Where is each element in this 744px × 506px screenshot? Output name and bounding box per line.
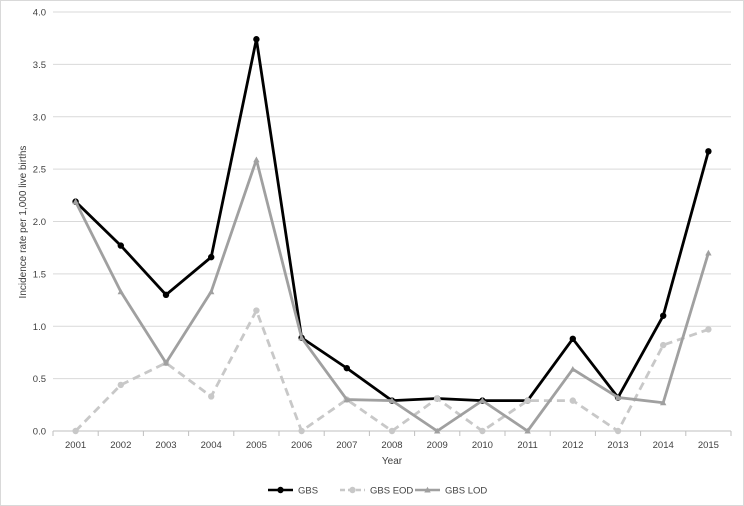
data-point bbox=[434, 427, 441, 434]
series-gbs bbox=[72, 36, 712, 404]
legend-item: GBS EOD bbox=[340, 486, 413, 497]
legend-label: GBS bbox=[298, 486, 318, 497]
data-point bbox=[72, 427, 79, 435]
data-point bbox=[660, 312, 667, 319]
y-tick-label: 3.0 bbox=[33, 112, 46, 123]
x-tick-label: 2002 bbox=[110, 440, 131, 451]
data-point bbox=[162, 291, 170, 299]
data-point bbox=[424, 486, 431, 493]
data-point bbox=[253, 307, 260, 314]
data-point bbox=[705, 148, 712, 155]
legend: GBS GBS EOD GBS LOD bbox=[268, 486, 487, 497]
x-tick-label: 2004 bbox=[201, 440, 222, 451]
x-tick-label: 2007 bbox=[336, 440, 357, 451]
x-tick-label: 2001 bbox=[65, 440, 86, 451]
gridlines bbox=[53, 11, 731, 380]
y-tick-label: 0.0 bbox=[33, 427, 46, 438]
data-point bbox=[298, 427, 305, 435]
x-tick-label: 2010 bbox=[472, 440, 493, 451]
x-tick-label: 2011 bbox=[517, 440, 537, 451]
data-point bbox=[117, 288, 124, 295]
x-tick-label: 2009 bbox=[427, 440, 448, 451]
data-point bbox=[298, 334, 305, 341]
data-point bbox=[388, 427, 396, 435]
legend-item: GBS LOD bbox=[415, 486, 487, 497]
data-point bbox=[388, 397, 396, 404]
data-point bbox=[208, 253, 215, 261]
data-point bbox=[253, 36, 260, 43]
data-point bbox=[705, 326, 712, 333]
data-point bbox=[479, 397, 486, 404]
data-point bbox=[614, 394, 622, 401]
legend-label: GBS LOD bbox=[445, 486, 487, 497]
data-point bbox=[434, 395, 441, 402]
x-tick-label: 2012 bbox=[562, 440, 583, 451]
y-axis-title: Incidence rate per 1,000 live births bbox=[18, 146, 29, 299]
series-line bbox=[74, 37, 710, 403]
data-point bbox=[660, 399, 667, 406]
data-point bbox=[117, 381, 125, 389]
data-point bbox=[343, 396, 350, 403]
x-tick-label: 2014 bbox=[653, 440, 674, 451]
series-group bbox=[72, 36, 712, 435]
series-line bbox=[74, 309, 709, 433]
x-tick-label: 2008 bbox=[381, 440, 402, 451]
series-gbs-lod bbox=[72, 156, 712, 434]
x-axis-title: Year bbox=[382, 456, 403, 467]
y-tick-label: 1.0 bbox=[33, 322, 46, 333]
y-tick-label: 4.0 bbox=[33, 8, 46, 19]
y-tick-label: 2.5 bbox=[33, 165, 46, 176]
data-point bbox=[569, 335, 576, 343]
x-tick-label: 2015 bbox=[698, 440, 719, 451]
data-point bbox=[524, 427, 531, 434]
x-tick-label: 2013 bbox=[607, 440, 628, 451]
x-tick-label: 2003 bbox=[155, 440, 176, 451]
legend-label: GBS EOD bbox=[370, 486, 413, 497]
data-point bbox=[569, 365, 576, 372]
series-gbs-eod bbox=[72, 307, 712, 435]
data-point bbox=[524, 397, 531, 404]
y-tick-label: 2.0 bbox=[33, 217, 46, 228]
data-point bbox=[253, 156, 260, 163]
data-point bbox=[117, 242, 125, 249]
x-tick-label: 2005 bbox=[246, 440, 267, 451]
x-tick-label: 2006 bbox=[291, 440, 312, 451]
data-point bbox=[705, 249, 712, 256]
data-point bbox=[614, 427, 622, 435]
legend-item: GBS bbox=[268, 486, 318, 497]
y-tick-label: 1.5 bbox=[33, 269, 46, 280]
data-point bbox=[277, 486, 284, 494]
data-point bbox=[72, 198, 79, 205]
y-tick-label: 0.5 bbox=[33, 374, 46, 385]
data-point bbox=[208, 288, 215, 295]
data-point bbox=[343, 364, 350, 372]
data-point bbox=[349, 486, 356, 494]
data-point bbox=[208, 393, 215, 400]
axes: 0.0 0.5 1.0 1.5 2.0 2.5 3.0 3.5 4.0 2001 2002 2003 2… bbox=[33, 8, 732, 451]
data-point bbox=[162, 359, 170, 366]
data-point bbox=[660, 341, 667, 349]
data-point bbox=[569, 397, 576, 404]
y-tick-label: 3.5 bbox=[33, 60, 46, 71]
data-point bbox=[479, 427, 486, 435]
